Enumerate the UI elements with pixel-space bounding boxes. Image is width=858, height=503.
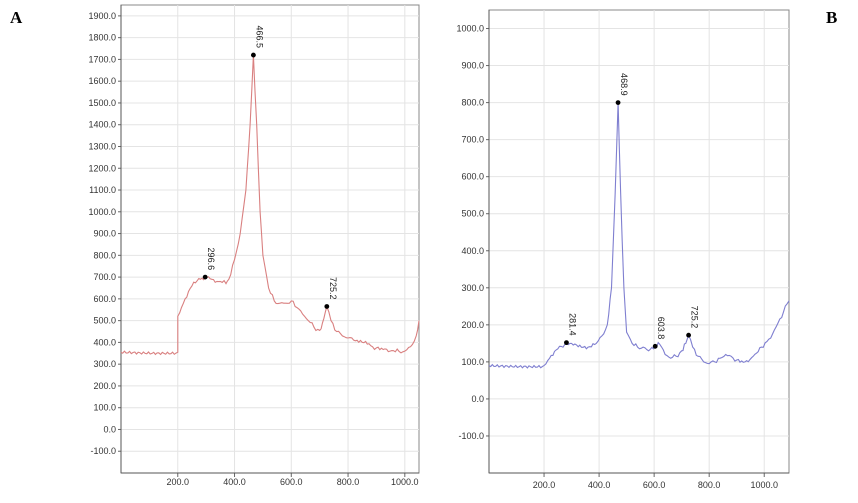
chart-a-ytick-label: 500.0 [93,316,116,326]
chart-b-peak-label: 281.4 [567,313,577,336]
chart-a-ytick-label: 100.0 [93,403,116,413]
chart-b-ytick-label: -100.0 [458,431,484,441]
chart-a-ytick-label: 1800.0 [88,33,116,43]
chart-b-ytick-label: 600.0 [461,172,484,182]
chart-b-ytick-label: 900.0 [461,61,484,71]
chart-b-ytick-label: 700.0 [461,135,484,145]
chart-a-ytick-label: 400.0 [93,337,116,347]
chart-a-peak-label: 725.2 [328,277,338,300]
chart-b-ytick-label: 0.0 [471,394,484,404]
chart-a-ytick-label: 0.0 [103,424,116,434]
chart-b-peak-label: 603.8 [656,317,666,340]
chart-b-peak-label: 468.9 [619,73,629,96]
chart-b-xtick-label: 800.0 [698,480,721,490]
chart-a-ytick-label: 900.0 [93,229,116,239]
chart-a-ytick-label: 1900.0 [88,11,116,21]
chart-a-series-line [120,55,420,356]
chart-b-xtick-label: 1000.0 [750,480,778,490]
chart-a-ytick-label: 1600.0 [88,76,116,86]
chart-b-ytick-label: 200.0 [461,320,484,330]
chart-b-ytick-label: 500.0 [461,209,484,219]
chart-a-xtick-label: 800.0 [337,477,360,487]
chart-a-ytick-label: 200.0 [93,381,116,391]
chart-a-ytick-label: -100.0 [90,446,116,456]
chart-b-peak-label: 725.2 [690,306,700,329]
chart-a-xtick-label: 1000.0 [391,477,419,487]
chart-b-peak-marker [564,340,569,346]
chart-a-ytick-label: 1400.0 [88,120,116,130]
chart-b-ytick-label: 300.0 [461,283,484,293]
chart-a-peak-marker [202,274,208,280]
chart-b-ytick-label: 100.0 [461,357,484,367]
chart-b-frame [488,9,790,474]
chart-a-ytick-label: 1500.0 [88,98,116,108]
chart-a-ytick-label: 1700.0 [88,54,116,64]
chart-a-peak-marker [324,304,330,309]
chart-a-peak-marker [250,52,256,58]
chart-b-peak-marker [686,332,691,338]
chart-b-ytick-label: 1000.0 [456,24,484,34]
chart-a-ytick-label: 700.0 [93,272,116,282]
chart-a-ytick-label: 1100.0 [89,185,116,195]
chart-a-peak-label: 296.6 [206,248,216,271]
chart-b-ytick-label: 400.0 [461,246,484,256]
chart-b-xtick-label: 600.0 [643,480,666,490]
panel-letter-a: A [10,8,23,27]
chart-a-xtick-label: 600.0 [280,477,303,487]
chart-a-xtick-label: 400.0 [223,477,246,487]
chart-a-peak-label: 466.5 [254,26,264,49]
chart-b-peak-marker [652,343,658,349]
chart-b-series-line [488,102,790,369]
chart-b-ytick-label: 800.0 [461,98,484,108]
chart-b-xtick-label: 400.0 [588,480,611,490]
chart-b-peak-marker [615,100,621,105]
chart-a-ytick-label: 600.0 [93,294,116,304]
chart-a-ytick-label: 300.0 [93,359,116,369]
panel-letter-b: B [826,8,838,27]
chart-a-frame [120,4,420,474]
chart-a-ytick-label: 800.0 [93,250,116,260]
chart-a-xtick-label: 200.0 [166,477,189,487]
chart-a-ytick-label: 1200.0 [88,163,116,173]
chart-b-xtick-label: 200.0 [533,480,556,490]
chart-a-ytick-label: 1000.0 [88,207,116,217]
chart-a-ytick-label: 1300.0 [88,141,116,151]
